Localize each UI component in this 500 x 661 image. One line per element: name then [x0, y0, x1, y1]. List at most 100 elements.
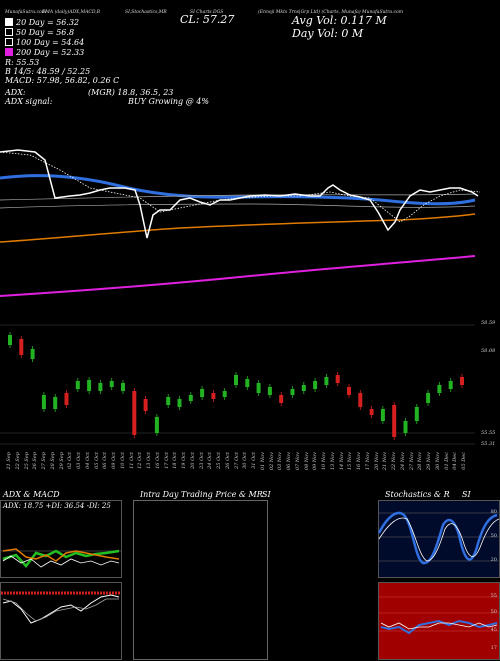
legend-ema50: 50 Day = 56.8 — [5, 28, 74, 37]
legend-ema20: 20 Day = 56.32 — [5, 18, 79, 27]
candle-body — [414, 407, 419, 421]
candle-body — [154, 417, 159, 433]
candle-body — [313, 381, 318, 389]
candle-body — [290, 389, 295, 395]
candle-body — [30, 349, 35, 359]
intra-panel-si: SI — [262, 490, 271, 499]
candle-body — [448, 381, 453, 389]
header-indicators: EMA (daily)ADX,MACD,B — [42, 10, 101, 15]
intraday-panel — [133, 500, 268, 660]
candle-body — [426, 393, 431, 403]
date-label: 13 Nov — [329, 452, 336, 471]
date-label: 20 Oct — [189, 452, 196, 469]
date-label: 25 Oct — [216, 452, 222, 469]
date-label: 05 Dec — [461, 452, 467, 470]
price-tag-mid: 58.08 — [481, 348, 496, 354]
date-label: 06 Nov — [286, 452, 292, 471]
candlestick-chart — [0, 324, 475, 445]
date-label: 23 Oct — [198, 452, 205, 469]
date-label: 09 Nov — [312, 452, 319, 471]
price-tag-low2: 55.31 — [481, 441, 496, 447]
header-symbol: SI Charts DGS — [190, 10, 224, 15]
date-label: 25 Sep — [23, 452, 30, 470]
date-label: 19 Oct — [181, 452, 187, 469]
date-label: 24 Nov — [399, 452, 406, 471]
date-label: 26 Sep — [32, 452, 39, 470]
candle-body — [121, 383, 125, 391]
candle-body — [64, 393, 69, 405]
adx-lines — [1, 548, 121, 568]
price-tag-low1: 55.55 — [481, 430, 496, 436]
bollinger-value: B 14/5: 48.59 / 52.25 — [5, 67, 91, 76]
candle-body — [256, 383, 261, 393]
candle-body — [245, 379, 250, 387]
candle-body — [53, 397, 58, 409]
candle-body — [267, 387, 272, 395]
candle-body — [279, 395, 284, 403]
close-price: CL: 57.27 — [180, 13, 235, 26]
ema200-line — [0, 255, 476, 297]
candle-body — [75, 381, 80, 389]
price-tag-top: 58.59 — [481, 320, 496, 326]
date-label: 08 Nov — [303, 452, 310, 471]
candle-body — [41, 395, 46, 409]
rsi-tick-17: 17 — [490, 645, 497, 651]
candles-group — [8, 332, 464, 440]
date-label: 28 Sep — [49, 452, 56, 470]
rsi-lines — [379, 596, 499, 635]
rsi-tick-50: 50 — [490, 609, 497, 615]
stoch-tick-20: 20 — [490, 557, 497, 563]
candle-body — [87, 380, 92, 391]
avg-volume: Avg Vol: 0.117 M — [292, 14, 387, 27]
adx-minus-di-line — [2, 548, 120, 562]
date-label: 27 Nov — [408, 452, 415, 471]
candle-body — [19, 339, 24, 355]
date-label: 03 Nov — [277, 452, 284, 471]
date-label: 13 Oct — [146, 452, 152, 469]
date-label: 11 Oct — [128, 452, 135, 469]
legend-ema200: 200 Day = 52.33 — [5, 48, 84, 57]
candle-body — [460, 377, 464, 385]
stoch-k-line — [377, 511, 498, 565]
legend-ema100: 100 Day = 54.64 — [5, 38, 84, 47]
candle-body — [200, 389, 205, 397]
candle-body — [166, 397, 171, 405]
candle-body — [369, 409, 374, 415]
adx-signal-label: ADX signal: — [5, 97, 53, 106]
date-label: 04 Dec — [452, 452, 459, 470]
header-company: (Ennoji Mkts Trns|Grp Ltd) (Charts, Muna… — [258, 10, 404, 15]
macd-panel — [0, 582, 122, 660]
date-label: 18 Oct — [172, 452, 179, 469]
intra-panel-title: Intra Day Trading Price & MR — [140, 490, 263, 499]
date-axis: 21 Sep 22 Sep 25 Sep 26 Sep 27 Sep 28 Sep 29 S… — [0, 452, 476, 488]
date-label: 21 Nov — [382, 452, 389, 471]
date-label: 27 Sep — [41, 452, 47, 470]
candle-body — [143, 399, 148, 411]
date-label: 03 Oct — [76, 452, 82, 469]
candle-body — [392, 405, 397, 437]
ema100-line — [0, 213, 476, 243]
band-lower-line — [0, 203, 476, 209]
candle-body — [222, 391, 227, 397]
rsi-tick-45: 45 — [490, 627, 497, 633]
date-label: 29 Sep — [58, 452, 65, 470]
date-label: 10 Oct — [119, 452, 126, 469]
adx-plus-di-line — [2, 549, 120, 568]
date-label: 30 Nov — [434, 452, 441, 471]
date-label: 12 Oct — [137, 452, 144, 469]
stoch-tick-80: 80 — [490, 509, 497, 515]
date-label: 02 Nov — [268, 452, 275, 471]
stoch-d-line — [378, 517, 500, 562]
candle-body — [403, 421, 408, 433]
date-label: 07 Nov — [294, 452, 301, 471]
ema50-line — [0, 174, 476, 206]
macd-signal-line — [2, 598, 119, 622]
macd-line — [2, 594, 120, 624]
date-label: 16 Oct — [154, 452, 161, 469]
date-label: 10 Nov — [321, 452, 327, 471]
candle-body — [347, 387, 351, 395]
ema50-swatch — [5, 28, 13, 36]
adx-readout: ADX: 18.75 +DI: 36.54 -DI: 25 — [3, 502, 111, 510]
rsi-white-line — [380, 622, 498, 630]
date-label: 22 Nov — [391, 452, 397, 471]
